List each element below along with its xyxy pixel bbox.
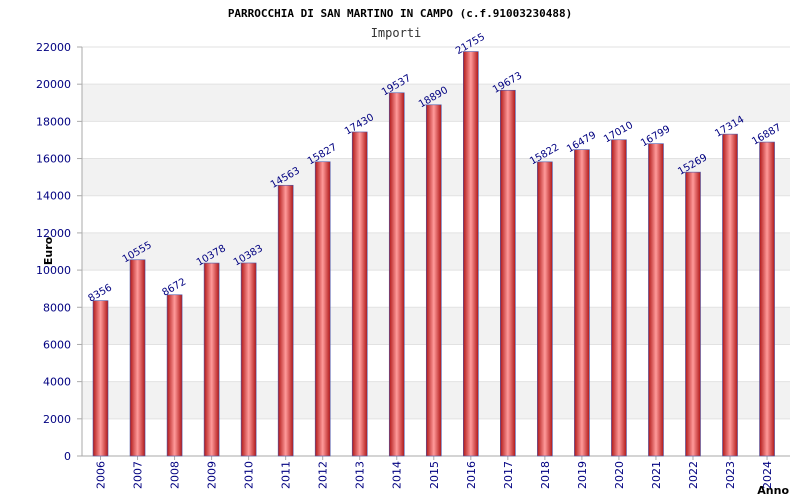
x-tick-label: 2016 [465, 461, 478, 489]
bar [574, 149, 590, 457]
bar [611, 139, 627, 457]
bar [425, 104, 442, 457]
y-tick-label: 22000 [36, 41, 71, 54]
x-tick-label: 2024 [761, 461, 774, 489]
y-tick-label: 14000 [36, 190, 71, 203]
y-tick-label: 0 [64, 450, 71, 463]
bar [277, 184, 294, 457]
y-tick-label: 10000 [36, 264, 71, 277]
bar [240, 262, 257, 457]
bar [648, 143, 664, 457]
bar [166, 294, 183, 457]
y-tick-labels: 0 2000 4000 6000 8000 10000 12000 14000 16000 180… [36, 41, 71, 463]
x-tick-label: 2018 [539, 461, 552, 489]
y-axis-label: Euro [42, 236, 55, 265]
y-tick-label: 8000 [43, 301, 71, 314]
bar [314, 161, 331, 457]
x-tick-label: 2013 [354, 461, 367, 489]
x-axis-label: Anno [757, 484, 789, 497]
x-tick-label: 2022 [687, 461, 700, 489]
bar [537, 161, 553, 457]
bar [722, 133, 738, 457]
bar [203, 262, 220, 457]
y-tick-label: 4000 [43, 376, 71, 389]
chart-title: PARROCCHIA DI SAN MARTINO IN CAMPO (c.f.… [228, 7, 572, 20]
x-tick-label: 2006 [95, 461, 108, 489]
x-tick-label: 2009 [206, 461, 219, 489]
x-tick-label: 2023 [724, 461, 737, 489]
y-tick-label: 2000 [43, 413, 71, 426]
bar [92, 300, 109, 457]
bar [759, 141, 775, 457]
y-tick-label: 16000 [36, 153, 71, 166]
bar [351, 131, 368, 457]
y-tick-label: 6000 [43, 338, 71, 351]
bar [388, 92, 405, 457]
x-tick-label: 2019 [576, 461, 589, 489]
bar [500, 89, 516, 457]
y-tick-label: 18000 [36, 115, 71, 128]
y-tick-label: 12000 [36, 227, 71, 240]
y-tick-label: 20000 [36, 78, 71, 91]
x-tick-label: 2015 [428, 461, 441, 489]
bar [129, 259, 146, 457]
x-tick-label: 2017 [502, 461, 515, 489]
x-tick-label: 2007 [132, 461, 145, 489]
bars [92, 51, 775, 457]
x-tick-label: 2014 [391, 461, 404, 489]
x-tick-label: 2012 [317, 461, 330, 489]
bar [463, 51, 479, 457]
x-tick-label: 2010 [243, 461, 256, 489]
x-tick-label: 2020 [613, 461, 626, 489]
x-tick-label: 2021 [650, 461, 663, 489]
x-tick-labels: 2006 2007 2008 2009 2010 2011 2012 2013 2014 2015… [95, 461, 775, 489]
x-tick-label: 2008 [169, 461, 182, 489]
bar [685, 171, 701, 457]
x-tick-label: 2011 [280, 461, 293, 489]
chart-subtitle: Importi [371, 26, 422, 40]
